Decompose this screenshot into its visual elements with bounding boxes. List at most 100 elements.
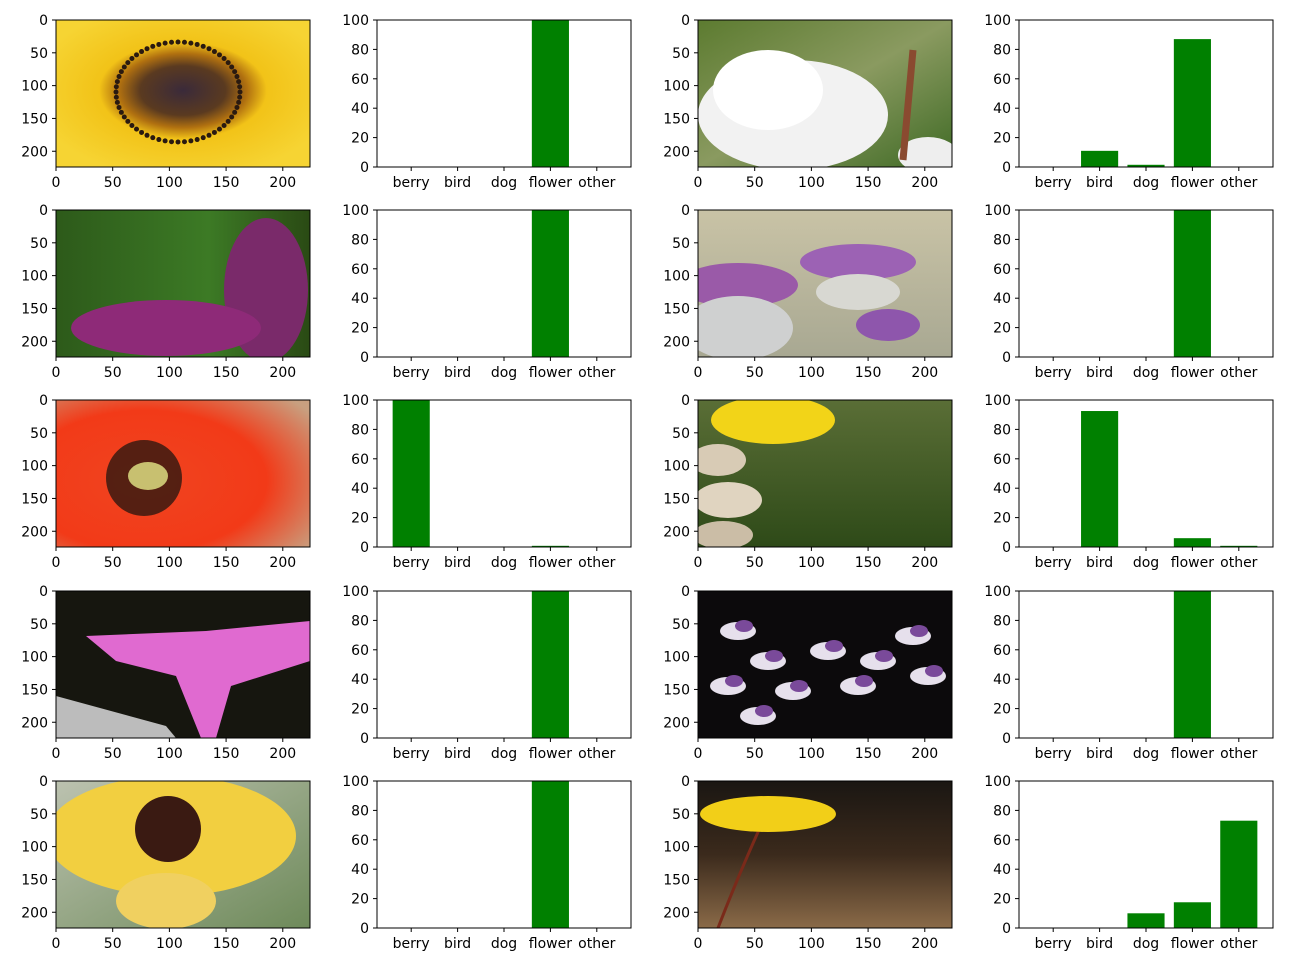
category-label-bird: bird	[1086, 175, 1113, 191]
y-tick-label: 0	[39, 203, 48, 219]
y-tick-label: 60	[993, 833, 1011, 849]
y-tick-label: 20	[993, 892, 1011, 908]
axes-frame	[376, 590, 632, 739]
category-label-flower: flower	[529, 555, 572, 571]
category-label-other: other	[1220, 555, 1258, 571]
y-tick-label: 0	[681, 203, 690, 219]
x-tick-label: 200	[911, 555, 938, 571]
axes-frame	[55, 399, 311, 548]
x-tick-label: 150	[855, 365, 882, 381]
y-tick-label: 150	[663, 682, 690, 698]
x-tick-label: 50	[746, 936, 764, 952]
x-tick-label: 150	[213, 555, 240, 571]
photo-image	[698, 591, 952, 738]
y-tick-label: 50	[672, 426, 690, 442]
x-tick-label: 0	[694, 936, 703, 952]
photo-image	[56, 400, 310, 547]
y-tick-label: 50	[672, 807, 690, 823]
category-label-dog: dog	[491, 555, 517, 571]
y-tick-label: 0	[1002, 160, 1011, 176]
probability-bar-chart-r3c2: berry bird dog flower other 0 20 40 60 80 100	[342, 393, 632, 571]
x-tick-label: 100	[156, 365, 183, 381]
bar-flower	[531, 545, 569, 547]
y-tick-label: 60	[351, 262, 369, 278]
y-tick-label: 80	[993, 42, 1011, 58]
y-tick-label: 200	[663, 144, 690, 160]
category-label-berry: berry	[1035, 936, 1072, 952]
y-tick-label: 40	[993, 672, 1011, 688]
bar-flower	[1173, 902, 1211, 928]
y-tick-label: 60	[993, 643, 1011, 659]
category-label-berry: berry	[393, 936, 430, 952]
probability-bar-chart-r1c2: berry bird dog flower other 0 20 40 60 80 100	[342, 13, 632, 191]
y-tick-label: 0	[1002, 350, 1011, 366]
axes-frame	[55, 19, 311, 168]
y-tick-label: 60	[351, 643, 369, 659]
y-tick-label: 40	[351, 862, 369, 878]
category-label-dog: dog	[491, 175, 517, 191]
y-tick-label: 100	[342, 393, 369, 409]
y-tick-label: 100	[21, 79, 48, 95]
y-tick-label: 80	[993, 803, 1011, 819]
x-tick-label: 200	[911, 936, 938, 952]
x-tick-label: 150	[213, 365, 240, 381]
y-tick-label: 100	[21, 840, 48, 856]
y-tick-label: 20	[351, 511, 369, 527]
bar-flower	[531, 20, 569, 167]
y-tick-label: 150	[663, 301, 690, 317]
category-label-other: other	[1220, 936, 1258, 952]
category-label-flower: flower	[1171, 175, 1214, 191]
x-tick-label: 150	[855, 936, 882, 952]
x-tick-label: 200	[269, 175, 296, 191]
y-tick-label: 20	[351, 131, 369, 147]
y-tick-label: 0	[360, 921, 369, 937]
y-tick-label: 20	[351, 702, 369, 718]
x-tick-label: 50	[104, 175, 122, 191]
x-tick-label: 100	[798, 365, 825, 381]
axes-frame	[697, 590, 953, 739]
category-label-bird: bird	[1086, 746, 1113, 762]
axes-frame	[1018, 399, 1274, 548]
y-tick-label: 40	[351, 291, 369, 307]
axes-frame	[1018, 19, 1274, 168]
y-tick-label: 80	[351, 803, 369, 819]
category-label-berry: berry	[1035, 175, 1072, 191]
y-tick-label: 60	[351, 833, 369, 849]
y-tick-label: 100	[663, 79, 690, 95]
y-tick-label: 100	[663, 840, 690, 856]
x-tick-label: 100	[156, 746, 183, 762]
x-tick-label: 100	[798, 175, 825, 191]
y-tick-label: 50	[30, 617, 48, 633]
category-label-bird: bird	[1086, 365, 1113, 381]
y-tick-label: 40	[351, 481, 369, 497]
y-tick-label: 100	[984, 203, 1011, 219]
category-label-flower: flower	[529, 175, 572, 191]
category-label-flower: flower	[529, 746, 572, 762]
bar-other	[1220, 820, 1258, 928]
photo-image	[56, 20, 310, 167]
y-tick-label: 100	[984, 774, 1011, 790]
y-tick-label: 200	[21, 144, 48, 160]
y-tick-label: 100	[342, 203, 369, 219]
y-tick-label: 80	[993, 613, 1011, 629]
y-tick-label: 0	[1002, 731, 1011, 747]
y-tick-label: 100	[342, 584, 369, 600]
axes-frame	[1018, 590, 1274, 739]
axes-frame	[697, 209, 953, 358]
x-tick-label: 200	[911, 365, 938, 381]
category-label-dog: dog	[1133, 746, 1159, 762]
x-tick-label: 200	[269, 936, 296, 952]
bar-dog	[1127, 164, 1165, 167]
x-tick-label: 100	[156, 175, 183, 191]
category-label-flower: flower	[529, 936, 572, 952]
category-label-other: other	[1220, 365, 1258, 381]
y-tick-label: 100	[984, 584, 1011, 600]
category-label-bird: bird	[444, 746, 471, 762]
category-label-dog: dog	[1133, 365, 1159, 381]
category-label-berry: berry	[1035, 746, 1072, 762]
